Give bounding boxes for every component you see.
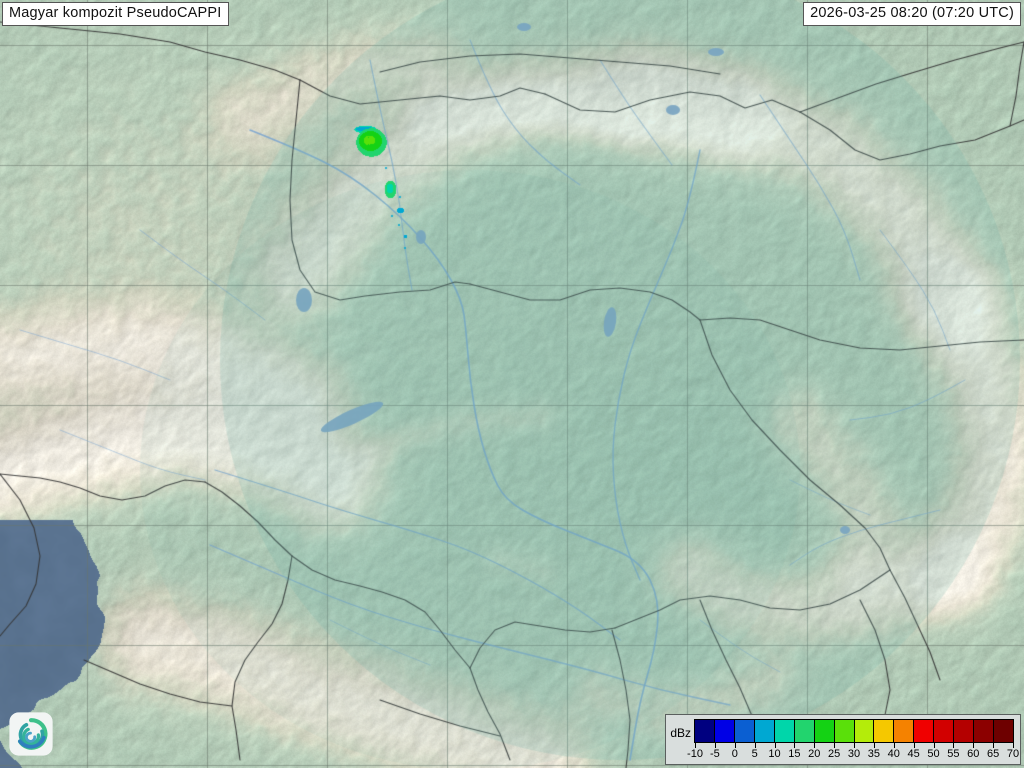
legend-swatch	[834, 720, 855, 742]
legend-tick	[873, 743, 875, 748]
legend-tick-label: 40	[887, 748, 900, 760]
legend-swatch	[695, 720, 715, 742]
legend-swatch	[974, 720, 995, 742]
legend-tick-label: 65	[987, 748, 1000, 760]
legend-tick	[893, 743, 895, 748]
legend-tick-label: 10	[768, 748, 781, 760]
legend-tick-label: 70	[1006, 748, 1020, 760]
legend-scale: -10 -5 0 5 10 15 20 25 30 35 40 45 50 55 60 65 70	[687, 719, 1019, 761]
legend-tick	[973, 743, 975, 748]
legend-swatch	[954, 720, 975, 742]
legend-tick-marks	[694, 743, 1014, 748]
legend-tick	[953, 743, 955, 748]
legend-tick	[993, 743, 995, 748]
legend-tick-label: 5	[751, 748, 758, 760]
legend-swatch	[934, 720, 955, 742]
legend-color-swatches	[694, 719, 1014, 743]
hungaromet-spiral-logo[interactable]	[8, 711, 54, 757]
legend-tick	[695, 743, 696, 748]
legend-swatch	[754, 720, 775, 742]
legend-tick-label: 50	[927, 748, 940, 760]
legend-tick	[734, 743, 736, 748]
dbz-color-legend: dBz -10 -5 0 5 10 15 20 25 30 35 40 45 50 55 60 65 70	[665, 714, 1021, 765]
legend-swatch	[994, 720, 1013, 742]
legend-swatch	[854, 720, 875, 742]
legend-tick-label: -5	[709, 748, 720, 760]
legend-swatch	[714, 720, 735, 742]
legend-tick	[913, 743, 915, 748]
legend-unit-label: dBz	[670, 726, 691, 740]
legend-tick-label: 45	[907, 748, 920, 760]
legend-swatch	[794, 720, 815, 742]
legend-tick-label: 25	[828, 748, 841, 760]
legend-tick-label: 20	[808, 748, 821, 760]
legend-swatch	[734, 720, 755, 742]
legend-tick	[714, 743, 716, 748]
product-title-box: Magyar kompozit PseudoCAPPI	[2, 2, 229, 26]
legend-tick	[854, 743, 855, 748]
legend-tick-label: -10	[687, 748, 703, 760]
legend-tick-label: 60	[967, 748, 980, 760]
timestamp-box: 2026-03-25 08:20 (07:20 UTC)	[803, 2, 1021, 26]
legend-swatch	[774, 720, 795, 742]
legend-swatch	[914, 720, 935, 742]
legend-tick-label: 35	[867, 748, 880, 760]
legend-tick	[814, 743, 816, 748]
legend-tick	[933, 743, 935, 748]
legend-tick	[774, 743, 776, 748]
legend-swatch	[874, 720, 895, 742]
legend-tick	[794, 743, 796, 748]
legend-tick	[754, 743, 756, 748]
legend-tick-label: 55	[947, 748, 960, 760]
legend-tick-label: 0	[731, 748, 738, 760]
legend-swatch	[894, 720, 915, 742]
legend-tick	[1013, 743, 1014, 748]
legend-tick	[834, 743, 836, 748]
legend-tick-labels: -10 -5 0 5 10 15 20 25 30 35 40 45 50 55 60 65 70	[687, 748, 1019, 761]
legend-tick-label: 15	[788, 748, 801, 760]
legend-tick-label: 30	[847, 748, 861, 760]
legend-swatch	[814, 720, 835, 742]
